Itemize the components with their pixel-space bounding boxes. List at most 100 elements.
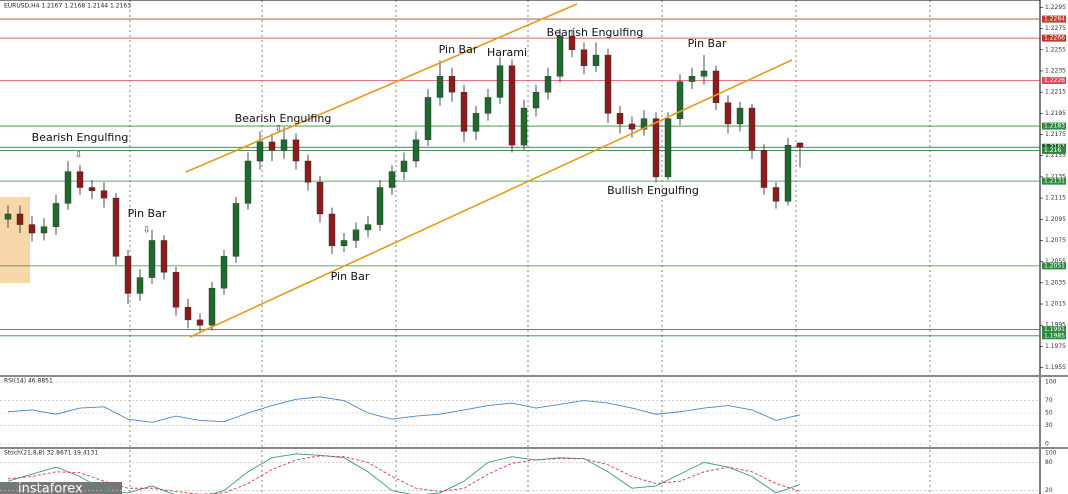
candle-body [484,97,492,114]
candle-body [268,141,276,151]
indicator-line [7,455,801,494]
candle-body [196,319,204,326]
candle-body [352,229,360,241]
level-tag [1042,15,1066,23]
y-tick-label: 30 [1045,422,1053,429]
candle-body [340,240,348,246]
stoch-title: Stoch(21,8,8) 32.8671 19.4131 [4,450,98,457]
channel-line [185,3,578,173]
rsi-title: RSI(14) 46.8851 [4,378,53,385]
chart-title: EURUSD,H4 1.2167 1.2168 1.2144 1.2163 [4,3,131,10]
y-tick-label: 1.2075 [1045,237,1066,244]
level-tag [1042,262,1066,270]
candle-body [160,240,168,273]
candle-body [376,187,384,225]
y-tick-label: 80 [1045,459,1053,466]
candle-body [400,160,408,172]
y-tick-label: 1.2215 [1045,89,1066,96]
candle-body [232,203,240,257]
candle-body [76,171,84,188]
level-label: 1.2284 [1044,16,1065,23]
candle-body [796,142,804,148]
y-tick-label: 20 [1045,487,1053,494]
candle-body [292,139,300,162]
candle-body [424,97,432,141]
candle-body [568,35,576,50]
candle-body [364,224,372,231]
y-tick-label: 1.1975 [1045,343,1066,350]
candle-body [640,118,648,130]
pattern-label: Bearish Engulfing [235,112,332,125]
level-tag [1042,77,1066,85]
candle-body [316,182,324,215]
level-label: 1.2266 [1044,35,1065,42]
candle-body [88,187,96,191]
y-tick-label: 1.2155 [1045,152,1066,159]
y-tick-label: 1.2095 [1045,216,1066,223]
indicator-line [7,453,801,494]
candle-body [172,272,180,308]
level-label: 1.1991 [1044,326,1065,333]
y-tick-label: 1.2115 [1045,195,1066,202]
candle-body [100,190,108,199]
candle-body [280,139,288,151]
price-panel [0,18,1040,337]
watermark: instaforex [18,482,83,494]
candle-body [412,139,420,162]
indicator-line [7,396,801,423]
candle-body [700,70,708,77]
candle-body [604,54,612,114]
candle-body [652,118,660,178]
level-tag [1042,34,1066,42]
candle-body [676,81,684,119]
candle-body [784,144,792,202]
y-tick-label: 0 [1045,441,1049,448]
candle-body [544,76,552,93]
pattern-label: Bearish Engulfing [547,26,644,39]
candle-body [748,107,756,151]
level-label: 1.2226 [1044,77,1065,84]
level-label: 1.2131 [1044,178,1065,185]
signal-arrows: ⇩ ⇩ ⇩ [75,125,283,236]
level-tag [1042,122,1066,130]
divider [0,375,1068,377]
candle-body [508,65,516,146]
candle-body [136,277,144,294]
candle-body [556,35,564,77]
y-tick-label: 1.2175 [1045,131,1066,138]
pattern-label: Bearish Engulfing [32,131,129,144]
time-separators [129,0,931,494]
candle-body [496,65,504,98]
y-tick-label: 1.2035 [1045,279,1066,286]
level-label: 1.2183 [1044,123,1065,130]
candle-body [28,224,36,234]
candle-body [148,240,156,278]
level-tag [1042,146,1066,154]
level-tag [1042,177,1066,185]
candle-body [184,307,192,321]
watermark-bg [0,482,122,494]
y-tick-label: 1.2135 [1045,173,1066,180]
candle-body [760,150,768,188]
candle-body [220,256,228,289]
channel-line [189,59,793,338]
candle-body [592,54,600,66]
pattern-label: Harami [487,46,527,59]
candle-body [64,171,72,204]
candle-body [112,197,120,257]
candle-body [532,91,540,109]
candle-body [4,213,12,220]
level-tag [1042,325,1066,333]
candle-body [664,118,672,178]
candle-body [460,91,468,132]
svg-text:⇩: ⇩ [143,226,151,236]
candle-body [724,102,732,125]
candle-body [712,70,720,103]
y-tick-label: 1.2195 [1045,110,1066,117]
candle-body [256,141,264,162]
y-tick-label: 1.2255 [1045,46,1066,53]
pattern-label: Pin Bar [128,207,167,220]
y-tick-label: 1.1995 [1045,322,1066,329]
